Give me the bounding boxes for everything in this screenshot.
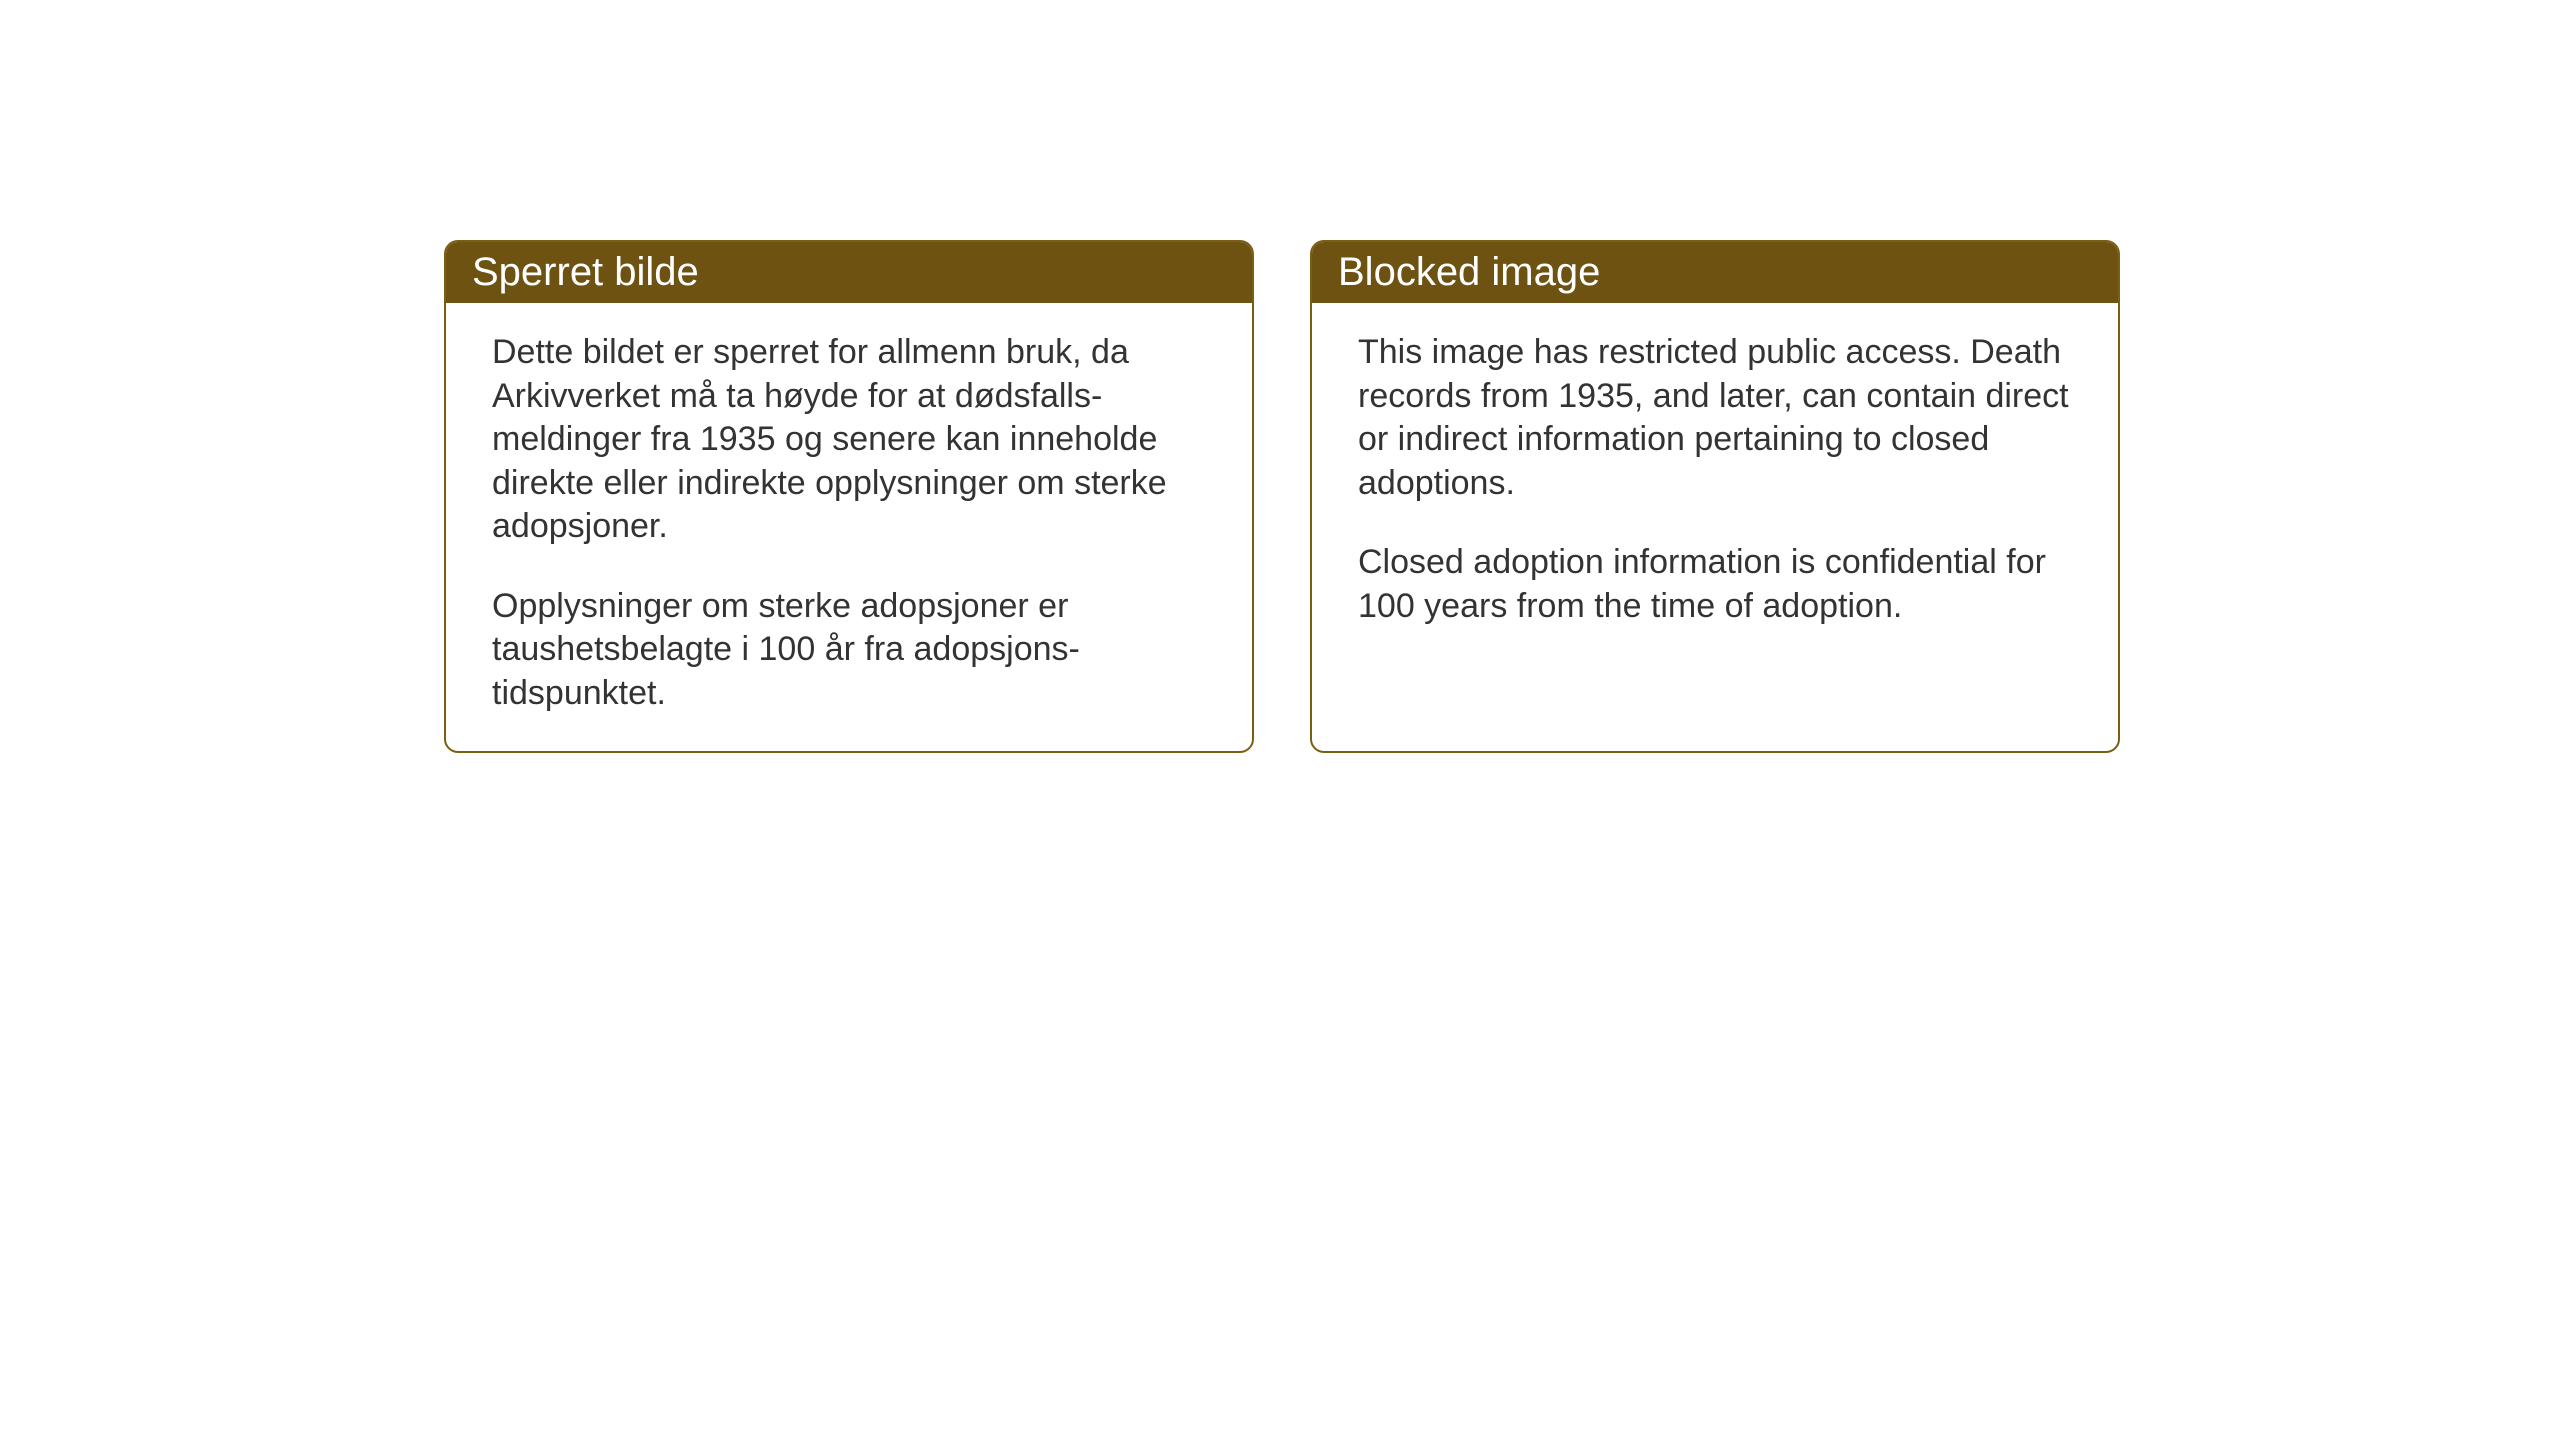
- english-paragraph-2: Closed adoption information is confident…: [1358, 541, 2072, 628]
- norwegian-notice-card: Sperret bilde Dette bildet er sperret fo…: [444, 240, 1254, 753]
- english-paragraph-1: This image has restricted public access.…: [1358, 331, 2072, 505]
- norwegian-paragraph-2: Opplysninger om sterke adopsjoner er tau…: [492, 585, 1206, 716]
- english-card-body: This image has restricted public access.…: [1312, 303, 2118, 664]
- english-notice-card: Blocked image This image has restricted …: [1310, 240, 2120, 753]
- norwegian-card-title: Sperret bilde: [446, 242, 1252, 303]
- notice-cards-container: Sperret bilde Dette bildet er sperret fo…: [444, 240, 2120, 753]
- norwegian-card-body: Dette bildet er sperret for allmenn bruk…: [446, 303, 1252, 751]
- norwegian-paragraph-1: Dette bildet er sperret for allmenn bruk…: [492, 331, 1206, 549]
- english-card-title: Blocked image: [1312, 242, 2118, 303]
